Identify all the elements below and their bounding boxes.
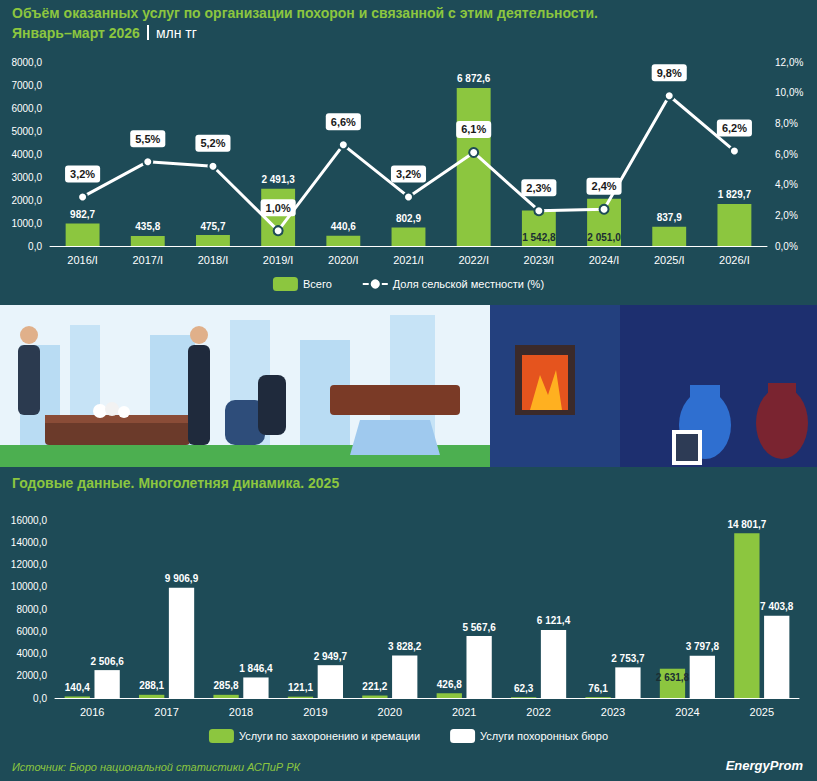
svg-text:2023: 2023	[601, 706, 625, 718]
svg-text:140,4: 140,4	[65, 682, 90, 693]
svg-text:2,3%: 2,3%	[526, 182, 551, 194]
svg-text:3 797,8: 3 797,8	[686, 641, 720, 652]
svg-text:2018/I: 2018/I	[198, 254, 229, 266]
svg-text:285,8: 285,8	[214, 680, 239, 691]
svg-text:5,2%: 5,2%	[200, 137, 225, 149]
svg-text:7000,0: 7000,0	[11, 80, 42, 91]
svg-text:Доля сельской местности (%): Доля сельской местности (%)	[393, 278, 544, 290]
svg-text:5000,0: 5000,0	[11, 126, 42, 137]
svg-text:2,0%: 2,0%	[775, 210, 798, 221]
svg-text:4,0%: 4,0%	[775, 179, 798, 190]
svg-text:837,9: 837,9	[657, 212, 682, 223]
svg-text:2019: 2019	[303, 706, 327, 718]
svg-text:2023/I: 2023/I	[524, 254, 555, 266]
svg-text:0,0: 0,0	[28, 241, 42, 252]
svg-text:982,7: 982,7	[70, 209, 95, 220]
svg-text:2017/I: 2017/I	[132, 254, 163, 266]
svg-text:2026/I: 2026/I	[719, 254, 750, 266]
svg-text:Услуги по захоронению и кремац: Услуги по захоронению и кремации	[239, 730, 420, 742]
svg-text:8000,0: 8000,0	[11, 57, 42, 68]
svg-text:14000,0: 14000,0	[11, 537, 48, 548]
svg-text:1 846,4: 1 846,4	[239, 663, 273, 674]
svg-text:8000,0: 8000,0	[16, 604, 47, 615]
svg-text:6 872,6: 6 872,6	[457, 73, 491, 84]
svg-text:2025/I: 2025/I	[654, 254, 685, 266]
svg-text:3000,0: 3000,0	[11, 172, 42, 183]
svg-text:1000,0: 1000,0	[11, 218, 42, 229]
svg-text:12000,0: 12000,0	[11, 559, 48, 570]
svg-text:9 906,9: 9 906,9	[165, 573, 199, 584]
svg-text:2021: 2021	[452, 706, 476, 718]
html-text:Годовые данные. Многолетняя ди: Годовые данные. Многолетняя динамика. 20…	[12, 475, 340, 491]
svg-text:Всего: Всего	[303, 278, 332, 290]
svg-text:435,8: 435,8	[135, 221, 160, 232]
svg-text:2020: 2020	[378, 706, 402, 718]
svg-text:426,8: 426,8	[437, 679, 462, 690]
svg-text:5,5%: 5,5%	[135, 133, 160, 145]
svg-text:121,1: 121,1	[288, 682, 313, 693]
svg-text:2022/I: 2022/I	[458, 254, 489, 266]
html-text:млн тг: млн тг	[155, 25, 197, 41]
svg-text:12,0%: 12,0%	[775, 57, 803, 68]
svg-text:802,9: 802,9	[396, 213, 421, 224]
svg-text:2 491,3: 2 491,3	[261, 174, 295, 185]
svg-text:6000,0: 6000,0	[16, 626, 47, 637]
svg-text:1 829,7: 1 829,7	[718, 189, 752, 200]
svg-text:3,2%: 3,2%	[396, 168, 421, 180]
svg-text:2016: 2016	[80, 706, 104, 718]
svg-text:6000,0: 6000,0	[11, 103, 42, 114]
svg-text:2 506,6: 2 506,6	[90, 656, 124, 667]
svg-text:2020/I: 2020/I	[328, 254, 359, 266]
svg-text:4000,0: 4000,0	[11, 149, 42, 160]
svg-text:Услуги похоронных бюро: Услуги похоронных бюро	[480, 730, 608, 742]
svg-text:2025: 2025	[750, 706, 774, 718]
html-text:Источник: Бюро национальной ст: Источник: Бюро национальной статистики А…	[12, 761, 301, 773]
svg-text:2018: 2018	[229, 706, 253, 718]
html-text:EnergyProm: EnergyProm	[725, 758, 803, 773]
svg-text:16000,0: 16000,0	[11, 515, 48, 526]
svg-text:10,0%: 10,0%	[775, 87, 803, 98]
svg-text:288,1: 288,1	[139, 680, 164, 691]
svg-text:6 121,4: 6 121,4	[537, 615, 571, 626]
svg-text:2000,0: 2000,0	[16, 670, 47, 681]
svg-text:1,0%: 1,0%	[266, 202, 291, 214]
svg-text:3,2%: 3,2%	[70, 168, 95, 180]
svg-text:6,2%: 6,2%	[722, 122, 747, 134]
svg-text:2024/I: 2024/I	[589, 254, 620, 266]
svg-text:7 403,8: 7 403,8	[760, 601, 794, 612]
svg-text:0,0: 0,0	[33, 693, 47, 704]
svg-text:6,0%: 6,0%	[775, 149, 798, 160]
svg-text:10000,0: 10000,0	[11, 581, 48, 592]
svg-text:2 631,8: 2 631,8	[656, 672, 690, 683]
svg-text:4000,0: 4000,0	[16, 648, 47, 659]
svg-text:2 753,7: 2 753,7	[611, 653, 645, 664]
svg-text:62,3: 62,3	[514, 683, 534, 694]
svg-text:2022: 2022	[526, 706, 550, 718]
svg-text:5 567,6: 5 567,6	[462, 622, 496, 633]
svg-text:2,4%: 2,4%	[592, 180, 617, 192]
svg-text:221,2: 221,2	[362, 681, 387, 692]
svg-text:6,1%: 6,1%	[461, 123, 486, 135]
svg-text:2024: 2024	[675, 706, 699, 718]
svg-text:2 051,0: 2 051,0	[587, 232, 621, 243]
svg-text:6,6%: 6,6%	[331, 116, 356, 128]
html-text:Январь–март 2026: Январь–март 2026	[12, 25, 140, 41]
svg-text:440,6: 440,6	[331, 221, 356, 232]
svg-text:76,1: 76,1	[588, 683, 608, 694]
svg-text:3 828,2: 3 828,2	[388, 641, 422, 652]
svg-text:2019/I: 2019/I	[263, 254, 294, 266]
svg-text:1 542,8: 1 542,8	[522, 232, 556, 243]
svg-text:475,7: 475,7	[200, 221, 225, 232]
svg-text:0,0%: 0,0%	[775, 241, 798, 252]
html-text:Объём оказанных услуг по орган: Объём оказанных услуг по организации пох…	[12, 5, 598, 21]
svg-text:2021/I: 2021/I	[393, 254, 424, 266]
svg-text:8,0%: 8,0%	[775, 118, 798, 129]
svg-text:2000,0: 2000,0	[11, 195, 42, 206]
svg-text:2016/I: 2016/I	[67, 254, 98, 266]
svg-text:2017: 2017	[154, 706, 178, 718]
svg-text:14 801,7: 14 801,7	[727, 519, 766, 530]
svg-text:2 949,7: 2 949,7	[314, 651, 348, 662]
svg-text:9,8%: 9,8%	[657, 67, 682, 79]
